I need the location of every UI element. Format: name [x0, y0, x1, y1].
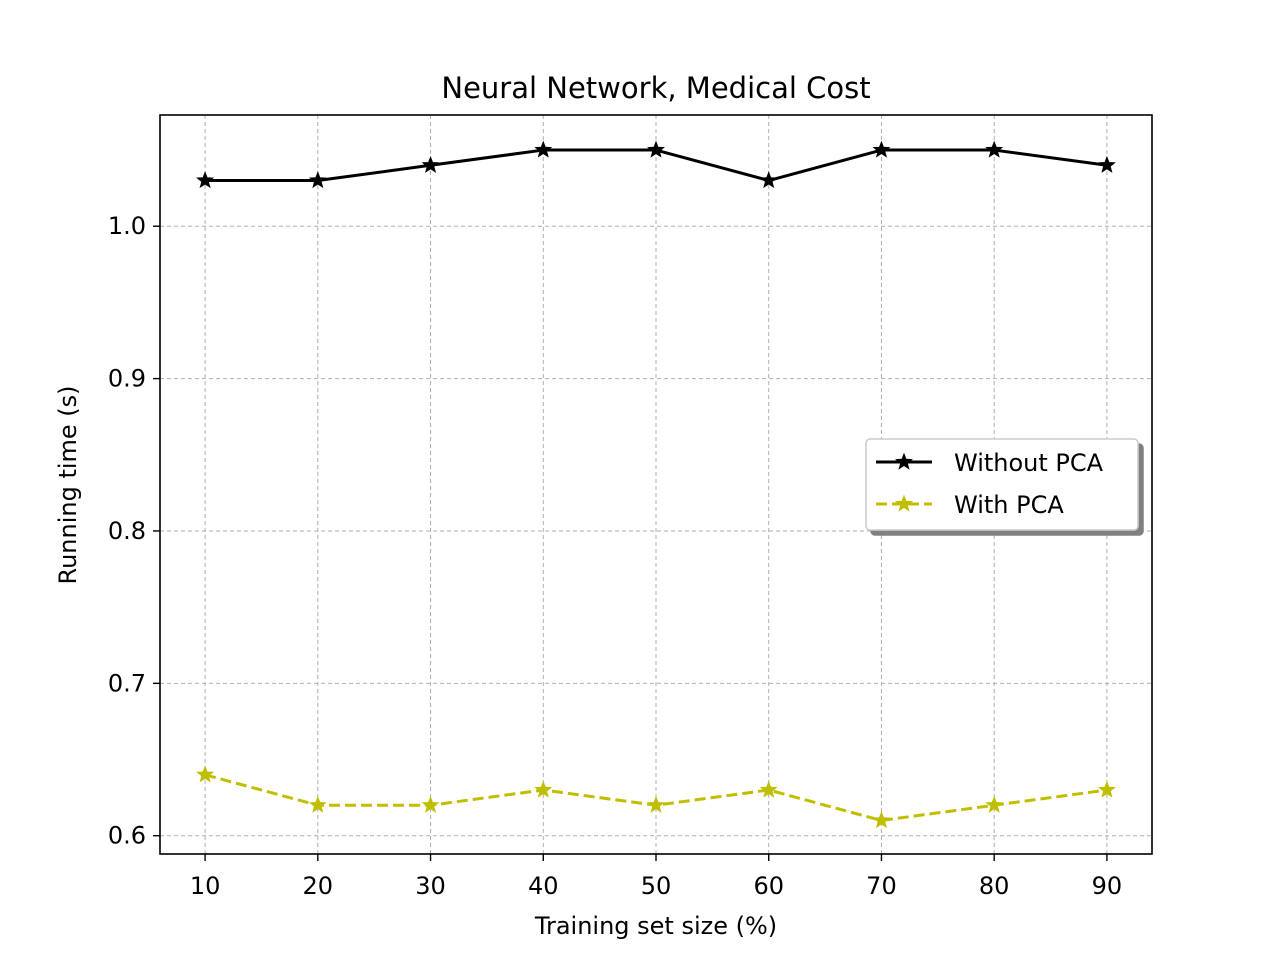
- x-tick-label: 60: [753, 872, 784, 900]
- legend-entry: With PCA: [876, 491, 1064, 519]
- x-axis-title: Training set size (%): [534, 912, 777, 940]
- y-axis: 0.6 0.7 0.8 0.9 1.0: [108, 212, 160, 850]
- series-2: [196, 765, 1116, 829]
- data-point-star: [308, 795, 327, 813]
- x-tick-label: 90: [1092, 872, 1123, 900]
- x-tick-label: 50: [641, 872, 672, 900]
- y-axis-title: Running time (s): [54, 385, 82, 584]
- data-point-star: [872, 140, 891, 158]
- grid: [160, 115, 1152, 854]
- data-point-star: [196, 765, 215, 783]
- chart-title: Neural Network, Medical Cost: [441, 71, 870, 105]
- data-point-star: [1097, 155, 1116, 173]
- data-point-star: [872, 811, 891, 829]
- legend-entry: Without PCA: [876, 449, 1104, 477]
- y-tick-label: 1.0: [108, 212, 146, 240]
- y-tick-label: 0.7: [108, 669, 146, 697]
- data-point-star: [985, 140, 1004, 158]
- data-point-star: [647, 795, 665, 813]
- x-tick-label: 80: [979, 872, 1010, 900]
- x-tick-label: 30: [415, 872, 446, 900]
- legend-marker-star: [895, 494, 913, 512]
- data-point-star: [647, 140, 665, 158]
- legend-box: [865, 438, 1139, 531]
- legend-marker-star: [895, 452, 913, 470]
- legend-label: Without PCA: [954, 449, 1104, 477]
- x-tick-label: 20: [303, 872, 334, 900]
- data-point-star: [759, 780, 778, 798]
- y-tick-label: 0.6: [108, 822, 146, 850]
- x-tick-label: 10: [190, 872, 221, 900]
- data-point-star: [534, 140, 553, 158]
- data-point-star: [534, 780, 553, 798]
- x-axis: 10 20 30 40 50 60 70 80 90: [190, 854, 1122, 900]
- x-tick-label: 70: [866, 872, 897, 900]
- legend: Without PCA With PCA: [865, 438, 1139, 531]
- data-point-star: [196, 171, 215, 189]
- data-point-star: [1097, 780, 1116, 798]
- series-1: [196, 140, 1116, 189]
- data-point-star: [759, 171, 778, 189]
- x-tick-label: 40: [528, 872, 559, 900]
- legend-entries: Without PCA With PCA: [876, 449, 1104, 519]
- data-point-star: [308, 171, 327, 189]
- y-tick-label: 0.9: [108, 365, 146, 393]
- legend-label: With PCA: [954, 491, 1064, 519]
- data-point-star: [421, 795, 440, 813]
- data-point-star: [421, 155, 440, 173]
- series-layer: [196, 140, 1116, 829]
- data-point-star: [985, 795, 1004, 813]
- y-tick-label: 0.8: [108, 517, 146, 545]
